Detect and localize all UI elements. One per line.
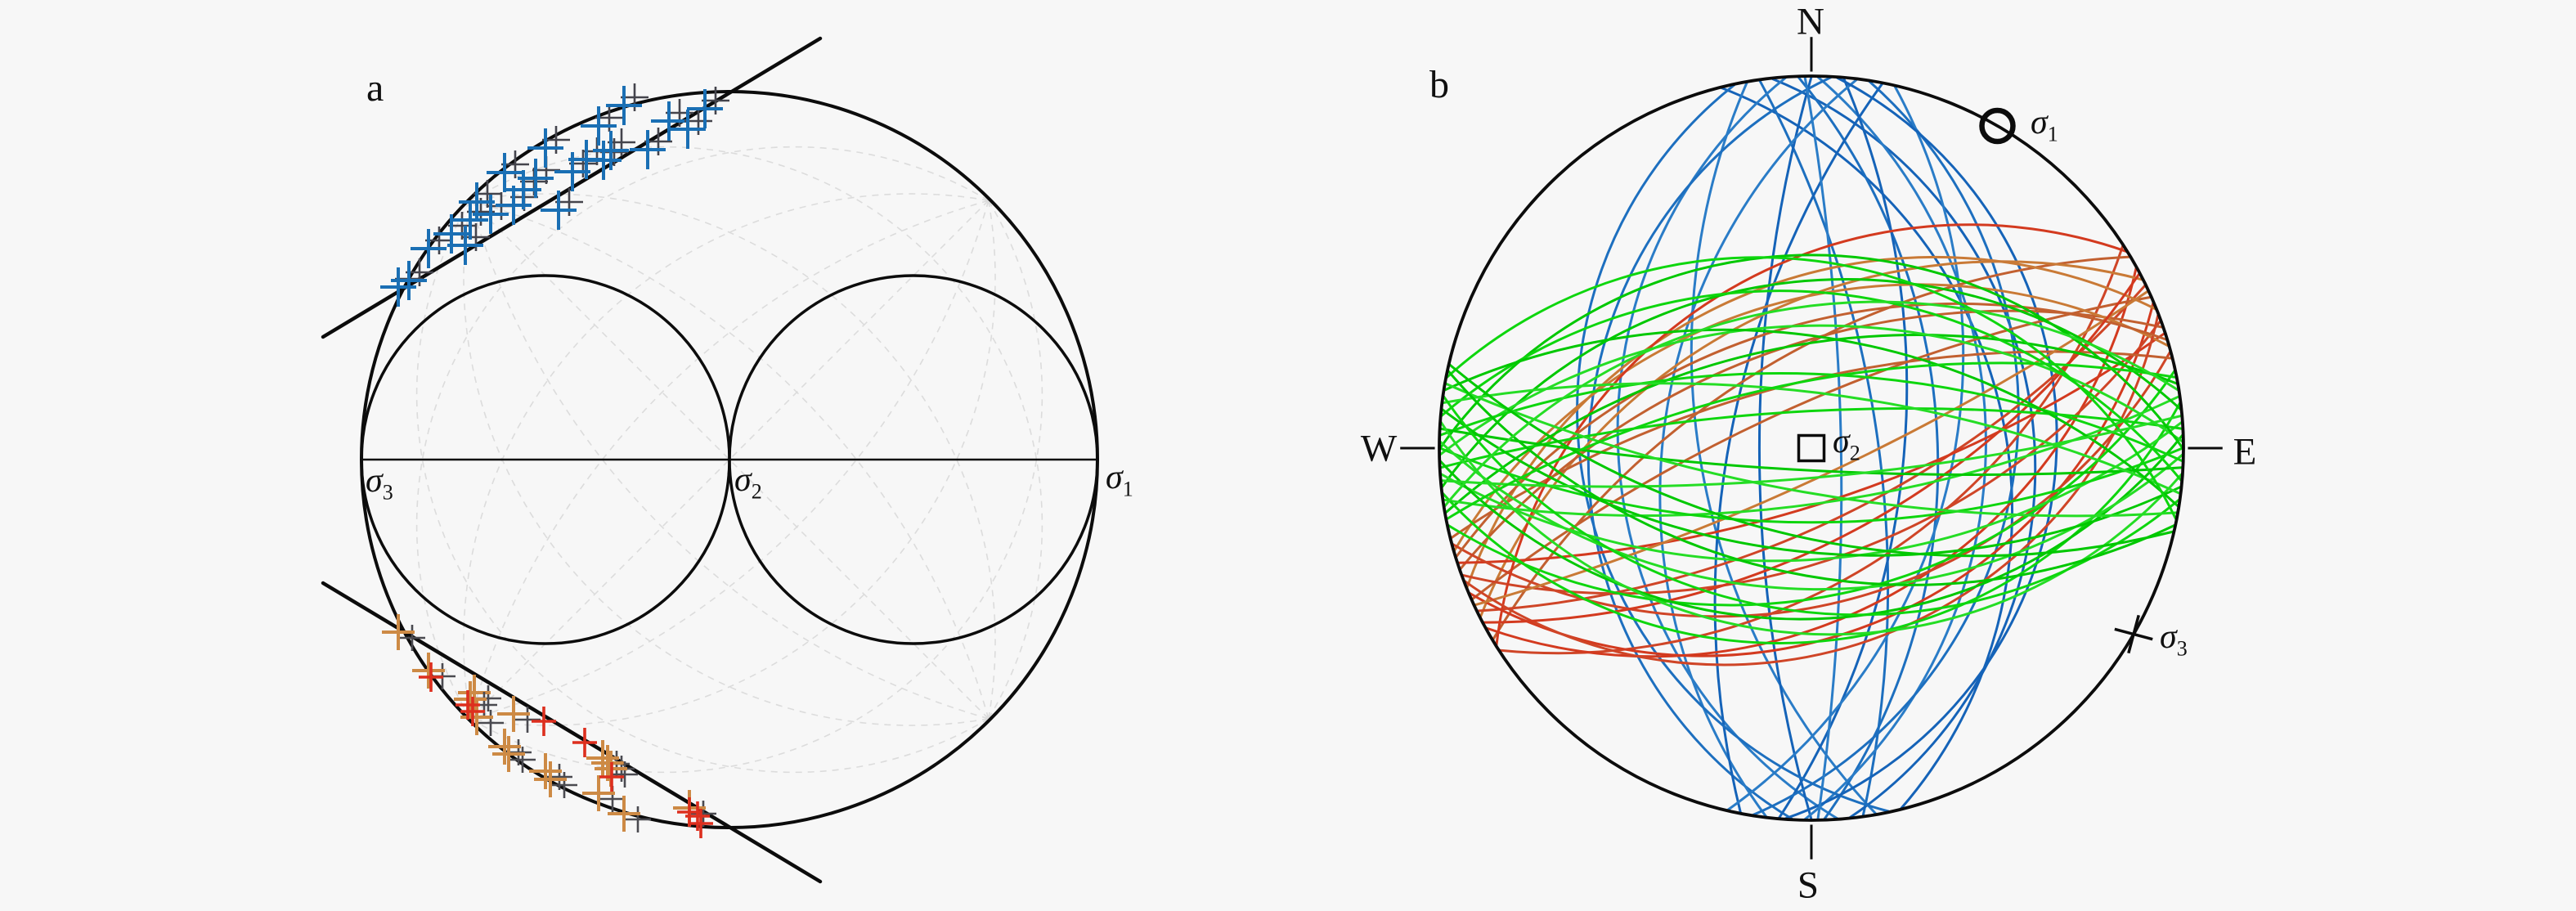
mohr-sigma2-label: σ2 [734, 461, 762, 504]
stereonet-sigma2-label: σ2 [1833, 423, 1860, 465]
mohr-faint-grid [415, 146, 1043, 774]
mohr-sigma1-label: σ1 [1106, 459, 1133, 501]
set-green-ew [1438, 254, 2184, 644]
fault-set-1-blue [380, 83, 729, 307]
fault-set-2-orange [382, 614, 716, 832]
compass-east-label: E [2233, 430, 2257, 473]
stereonet-sigma1-label: σ1 [2031, 104, 2058, 146]
panel-b-label: b [1429, 63, 1449, 106]
stereonet-primitive-circle [1438, 74, 2185, 822]
mohr-sigma3-label: σ3 [366, 462, 393, 505]
panel-a-label: a [366, 66, 384, 110]
mohr-panel [321, 36, 1099, 884]
mohr-small-circle-2 [728, 274, 1099, 645]
stereonet-sigma3-label: σ3 [2160, 618, 2188, 661]
sigma3-marker-cross-icon [2114, 614, 2153, 654]
set-blue-ns [1576, 75, 2058, 821]
compass-west-label: W [1360, 427, 1398, 470]
stereonet-panel [1400, 37, 2223, 859]
compass-north-label: N [1797, 0, 1824, 43]
sigma2-marker-square-icon [1797, 433, 1826, 463]
compass-south-label: S [1797, 864, 1820, 907]
fault-set-2-red [419, 662, 713, 838]
sigma1-marker-circle-icon [1979, 107, 2016, 145]
